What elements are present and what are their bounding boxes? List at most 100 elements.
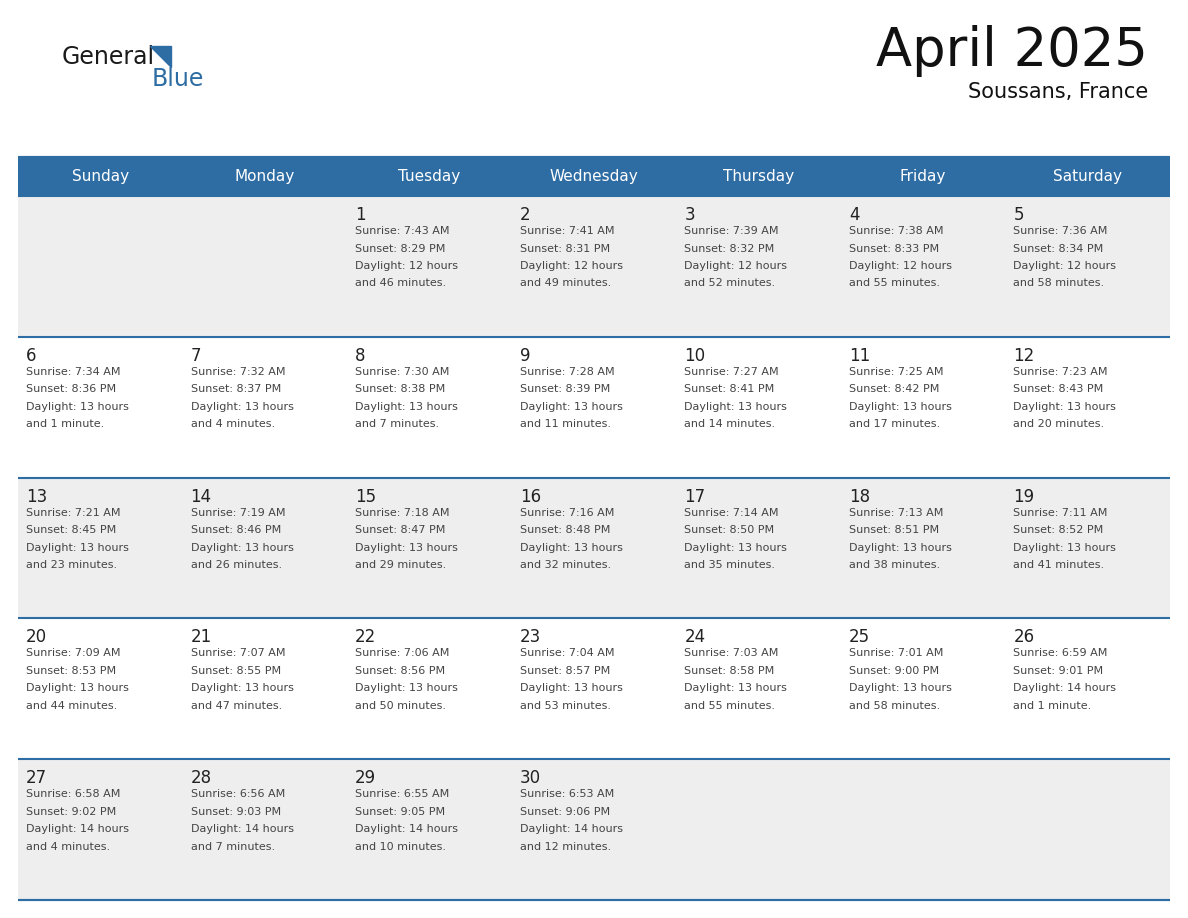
Bar: [18, 158, 1170, 196]
Text: Sunrise: 7:39 AM: Sunrise: 7:39 AM: [684, 226, 779, 236]
Text: and 11 minutes.: and 11 minutes.: [519, 420, 611, 430]
Text: Sunset: 8:39 PM: Sunset: 8:39 PM: [519, 385, 609, 395]
Text: Sunrise: 7:19 AM: Sunrise: 7:19 AM: [190, 508, 285, 518]
Text: and 52 minutes.: and 52 minutes.: [684, 278, 776, 288]
Text: 17: 17: [684, 487, 706, 506]
Text: and 46 minutes.: and 46 minutes.: [355, 278, 447, 288]
Text: and 50 minutes.: and 50 minutes.: [355, 701, 447, 711]
Text: Sunset: 8:34 PM: Sunset: 8:34 PM: [1013, 243, 1104, 253]
Text: and 10 minutes.: and 10 minutes.: [355, 842, 447, 852]
Text: 14: 14: [190, 487, 211, 506]
Text: and 47 minutes.: and 47 minutes.: [190, 701, 282, 711]
Text: 10: 10: [684, 347, 706, 364]
Text: Sunrise: 7:27 AM: Sunrise: 7:27 AM: [684, 367, 779, 376]
Text: 9: 9: [519, 347, 530, 364]
Text: 13: 13: [26, 487, 48, 506]
Text: Sunset: 8:36 PM: Sunset: 8:36 PM: [26, 385, 116, 395]
Text: 2: 2: [519, 206, 530, 224]
Text: and 29 minutes.: and 29 minutes.: [355, 560, 447, 570]
Text: and 55 minutes.: and 55 minutes.: [684, 701, 776, 711]
Text: Saturday: Saturday: [1054, 170, 1123, 185]
Text: Sunrise: 7:01 AM: Sunrise: 7:01 AM: [849, 648, 943, 658]
Text: Sunrise: 7:06 AM: Sunrise: 7:06 AM: [355, 648, 449, 658]
Text: and 58 minutes.: and 58 minutes.: [1013, 278, 1105, 288]
Text: Sunset: 8:57 PM: Sunset: 8:57 PM: [519, 666, 609, 676]
Text: and 53 minutes.: and 53 minutes.: [519, 701, 611, 711]
Text: Daylight: 13 hours: Daylight: 13 hours: [26, 402, 128, 412]
Text: 8: 8: [355, 347, 366, 364]
Text: Daylight: 12 hours: Daylight: 12 hours: [519, 261, 623, 271]
Text: Daylight: 13 hours: Daylight: 13 hours: [1013, 402, 1117, 412]
Text: Sunrise: 7:23 AM: Sunrise: 7:23 AM: [1013, 367, 1108, 376]
Text: and 7 minutes.: and 7 minutes.: [190, 842, 274, 852]
Text: Daylight: 13 hours: Daylight: 13 hours: [684, 683, 788, 693]
Text: Thursday: Thursday: [723, 170, 794, 185]
Text: Sunset: 9:01 PM: Sunset: 9:01 PM: [1013, 666, 1104, 676]
Text: Sunrise: 6:58 AM: Sunrise: 6:58 AM: [26, 789, 120, 800]
Text: Sunset: 8:41 PM: Sunset: 8:41 PM: [684, 385, 775, 395]
Text: Daylight: 13 hours: Daylight: 13 hours: [190, 402, 293, 412]
Text: Daylight: 12 hours: Daylight: 12 hours: [849, 261, 952, 271]
Bar: [18, 759, 1170, 900]
Text: Sunset: 8:33 PM: Sunset: 8:33 PM: [849, 243, 939, 253]
Text: and 20 minutes.: and 20 minutes.: [1013, 420, 1105, 430]
Text: Daylight: 12 hours: Daylight: 12 hours: [684, 261, 788, 271]
Text: Sunrise: 7:18 AM: Sunrise: 7:18 AM: [355, 508, 449, 518]
Text: and 26 minutes.: and 26 minutes.: [190, 560, 282, 570]
Text: Sunrise: 7:36 AM: Sunrise: 7:36 AM: [1013, 226, 1107, 236]
Text: Sunset: 8:43 PM: Sunset: 8:43 PM: [1013, 385, 1104, 395]
Text: Sunset: 8:50 PM: Sunset: 8:50 PM: [684, 525, 775, 535]
Text: Daylight: 13 hours: Daylight: 13 hours: [355, 683, 459, 693]
Text: Sunday: Sunday: [71, 170, 128, 185]
Text: 21: 21: [190, 629, 211, 646]
Text: Sunset: 8:47 PM: Sunset: 8:47 PM: [355, 525, 446, 535]
Text: Sunset: 8:31 PM: Sunset: 8:31 PM: [519, 243, 609, 253]
Text: Daylight: 13 hours: Daylight: 13 hours: [355, 402, 459, 412]
Text: Sunrise: 7:34 AM: Sunrise: 7:34 AM: [26, 367, 120, 376]
Text: Sunset: 8:46 PM: Sunset: 8:46 PM: [190, 525, 280, 535]
Text: Daylight: 13 hours: Daylight: 13 hours: [190, 543, 293, 553]
Text: and 41 minutes.: and 41 minutes.: [1013, 560, 1105, 570]
Text: Sunset: 8:56 PM: Sunset: 8:56 PM: [355, 666, 446, 676]
Text: Friday: Friday: [901, 170, 947, 185]
Text: Sunset: 8:53 PM: Sunset: 8:53 PM: [26, 666, 116, 676]
Text: 11: 11: [849, 347, 870, 364]
Text: Tuesday: Tuesday: [398, 170, 461, 185]
Text: Daylight: 13 hours: Daylight: 13 hours: [26, 683, 128, 693]
Text: and 55 minutes.: and 55 minutes.: [849, 278, 940, 288]
Text: Sunset: 8:52 PM: Sunset: 8:52 PM: [1013, 525, 1104, 535]
Text: and 12 minutes.: and 12 minutes.: [519, 842, 611, 852]
Text: and 58 minutes.: and 58 minutes.: [849, 701, 940, 711]
Text: and 4 minutes.: and 4 minutes.: [26, 842, 110, 852]
Text: 15: 15: [355, 487, 377, 506]
Text: and 7 minutes.: and 7 minutes.: [355, 420, 440, 430]
Text: Monday: Monday: [235, 170, 295, 185]
Text: Daylight: 13 hours: Daylight: 13 hours: [519, 683, 623, 693]
Text: Sunset: 9:00 PM: Sunset: 9:00 PM: [849, 666, 939, 676]
Text: 18: 18: [849, 487, 870, 506]
Text: Daylight: 14 hours: Daylight: 14 hours: [190, 824, 293, 834]
Text: Sunset: 9:03 PM: Sunset: 9:03 PM: [190, 807, 280, 817]
Text: and 17 minutes.: and 17 minutes.: [849, 420, 940, 430]
Text: Sunrise: 6:56 AM: Sunrise: 6:56 AM: [190, 789, 285, 800]
Text: Sunrise: 7:16 AM: Sunrise: 7:16 AM: [519, 508, 614, 518]
Text: Sunrise: 6:53 AM: Sunrise: 6:53 AM: [519, 789, 614, 800]
Text: 27: 27: [26, 769, 48, 788]
Text: and 32 minutes.: and 32 minutes.: [519, 560, 611, 570]
Text: Daylight: 14 hours: Daylight: 14 hours: [26, 824, 129, 834]
Text: Daylight: 13 hours: Daylight: 13 hours: [519, 402, 623, 412]
Text: and 38 minutes.: and 38 minutes.: [849, 560, 940, 570]
Text: Daylight: 13 hours: Daylight: 13 hours: [519, 543, 623, 553]
Text: 22: 22: [355, 629, 377, 646]
Text: Daylight: 13 hours: Daylight: 13 hours: [849, 683, 952, 693]
Text: 30: 30: [519, 769, 541, 788]
Text: Sunrise: 7:04 AM: Sunrise: 7:04 AM: [519, 648, 614, 658]
Text: 3: 3: [684, 206, 695, 224]
Text: Sunrise: 7:21 AM: Sunrise: 7:21 AM: [26, 508, 120, 518]
Bar: [18, 477, 1170, 619]
Text: Daylight: 13 hours: Daylight: 13 hours: [684, 543, 788, 553]
Text: Sunset: 8:32 PM: Sunset: 8:32 PM: [684, 243, 775, 253]
Text: Sunset: 9:05 PM: Sunset: 9:05 PM: [355, 807, 446, 817]
Text: Daylight: 13 hours: Daylight: 13 hours: [190, 683, 293, 693]
Text: Sunset: 8:48 PM: Sunset: 8:48 PM: [519, 525, 611, 535]
